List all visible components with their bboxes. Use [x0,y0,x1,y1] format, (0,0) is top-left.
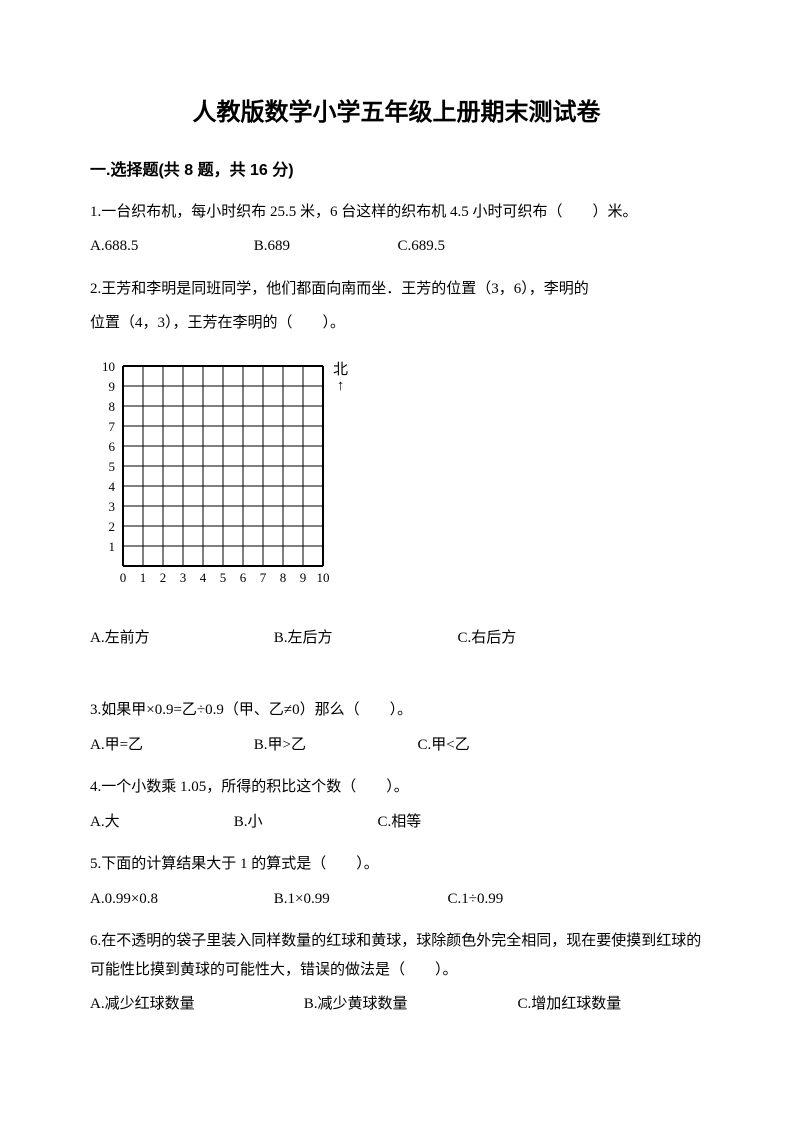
question-1: 1.一台织布机，每小时织布 25.5 米，6 台这样的织布机 4.5 小时可织布… [90,198,703,227]
q2-opt-b: B.左后方 [274,624,454,653]
q5-opt-c: C.1÷0.99 [448,885,504,914]
question-2-line1: 2.王芳和李明是同班同学，他们都面向南而坐．王芳的位置（3，6），李明的 [90,275,703,304]
q2-opt-c: C.右后方 [458,624,517,653]
q5-opt-a: A.0.99×0.8 [90,885,270,914]
north-label: 北 [333,362,348,378]
q1-opt-c: C.689.5 [398,232,446,261]
question-2-line2: 位置（4，3），王芳在李明的（ ）。 [90,309,703,338]
page-title: 人教版数学小学五年级上册期末测试卷 [90,90,703,136]
svg-text:3: 3 [109,499,116,514]
svg-text:4: 4 [109,479,116,494]
q6-opt-b: B.减少黄球数量 [304,990,514,1019]
q6-opt-a: A.减少红球数量 [90,990,300,1019]
question-4-options: A.大 B.小 C.相等 [90,808,703,837]
q3-opt-c: C.甲<乙 [418,731,470,760]
question-5-options: A.0.99×0.8 B.1×0.99 C.1÷0.99 [90,885,703,914]
question-6-options: A.减少红球数量 B.减少黄球数量 C.增加红球数量 [90,990,703,1019]
q3-opt-a: A.甲=乙 [90,731,250,760]
q1-opt-a: A.688.5 [90,232,250,261]
grid-svg: 01234567891012345678910 [98,356,358,596]
q6-opt-c: C.增加红球数量 [518,990,622,1019]
exam-page: 人教版数学小学五年级上册期末测试卷 一.选择题(共 8 题，共 16 分) 1.… [0,0,793,1122]
svg-text:9: 9 [300,570,307,585]
question-6: 6.在不透明的袋子里装入同样数量的红球和黄球，球除颜色外完全相同，现在要使摸到红… [90,927,703,984]
q5-opt-b: B.1×0.99 [274,885,444,914]
q1-opt-b: B.689 [254,232,394,261]
svg-text:2: 2 [160,570,167,585]
question-2-options: A.左前方 B.左后方 C.右后方 [90,624,703,653]
section-heading: 一.选择题(共 8 题，共 16 分) [90,156,703,186]
svg-text:0: 0 [120,570,127,585]
q4-opt-a: A.大 [90,808,230,837]
question-3: 3.如果甲×0.9=乙÷0.9（甲、乙≠0）那么（ ）。 [90,696,703,725]
svg-text:5: 5 [220,570,227,585]
svg-text:7: 7 [109,419,116,434]
svg-text:5: 5 [109,459,116,474]
coordinate-grid: 01234567891012345678910 北 ↑ [98,356,358,606]
q4-opt-b: B.小 [234,808,374,837]
question-4: 4.一个小数乘 1.05，所得的积比这个数（ ）。 [90,773,703,802]
svg-text:4: 4 [200,570,207,585]
q2-opt-a: A.左前方 [90,624,270,653]
svg-text:1: 1 [140,570,147,585]
svg-text:7: 7 [260,570,267,585]
svg-text:2: 2 [109,519,116,534]
north-indicator: 北 ↑ [333,362,348,395]
svg-text:9: 9 [109,379,116,394]
svg-text:8: 8 [109,399,116,414]
q3-opt-b: B.甲>乙 [254,731,414,760]
svg-text:10: 10 [317,570,330,585]
question-5: 5.下面的计算结果大于 1 的算式是（ ）。 [90,850,703,879]
svg-text:3: 3 [180,570,187,585]
svg-text:1: 1 [109,539,116,554]
north-arrow-icon: ↑ [337,378,345,394]
svg-text:6: 6 [240,570,247,585]
question-3-options: A.甲=乙 B.甲>乙 C.甲<乙 [90,731,703,760]
q4-opt-c: C.相等 [378,808,422,837]
svg-text:8: 8 [280,570,287,585]
svg-text:10: 10 [102,359,115,374]
svg-text:6: 6 [109,439,116,454]
question-1-options: A.688.5 B.689 C.689.5 [90,232,703,261]
